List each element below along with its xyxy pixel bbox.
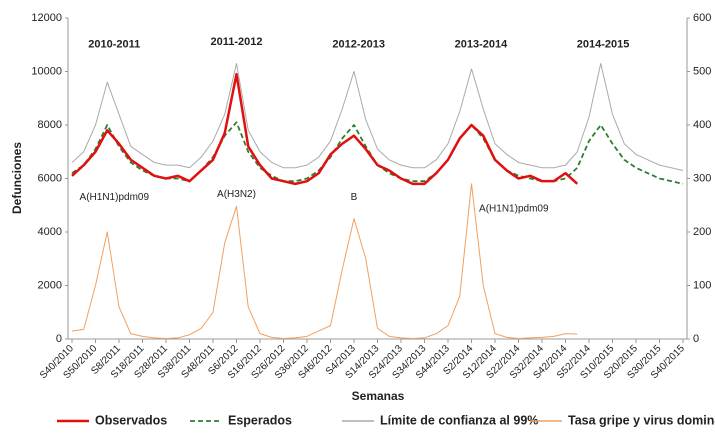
- annotation: B: [351, 192, 358, 203]
- y-tick-label: 2000: [38, 279, 62, 291]
- series-line: [71, 72, 579, 186]
- y-axis-title: Defunciones: [10, 142, 24, 214]
- y2-tick-label: 600: [693, 12, 711, 24]
- y2-tick-label: 300: [693, 172, 711, 184]
- annotation: A(H3N2): [217, 189, 256, 200]
- annotation: 2014-2015: [577, 39, 630, 51]
- series-line: [71, 121, 684, 185]
- y-tick-label: 0: [56, 333, 62, 345]
- y-tick-label: 12000: [31, 12, 62, 24]
- annotation: 2012-2013: [332, 39, 385, 51]
- y2-tick-label: 500: [693, 65, 711, 77]
- legend-label: Esperados: [228, 413, 292, 427]
- annotation: A(H1N1)pdm09: [80, 192, 150, 203]
- annotation: A(H1N1)pdm09: [479, 203, 549, 214]
- annotation: 2013-2014: [455, 39, 508, 51]
- annotation: 2010-2011: [88, 39, 140, 51]
- y-tick-label: 10000: [31, 65, 62, 77]
- legend-label: Límite de confianza al 99%: [380, 413, 538, 427]
- annotation: 2011-2012: [211, 36, 263, 48]
- y2-tick-label: 400: [693, 119, 711, 131]
- y2-tick-label: 200: [693, 226, 711, 238]
- y-tick-label: 6000: [38, 172, 62, 184]
- legend-label: Observados: [95, 413, 167, 427]
- series-line: [71, 183, 578, 339]
- y-tick-label: 8000: [38, 119, 62, 131]
- y2-tick-label: 0: [693, 333, 699, 345]
- x-axis-title: Semanas: [352, 389, 405, 403]
- series-line: [71, 62, 684, 171]
- legend-label: Tasa gripe y virus dominante: [568, 413, 715, 427]
- y-tick-label: 4000: [38, 226, 62, 238]
- y2-tick-label: 100: [693, 279, 711, 291]
